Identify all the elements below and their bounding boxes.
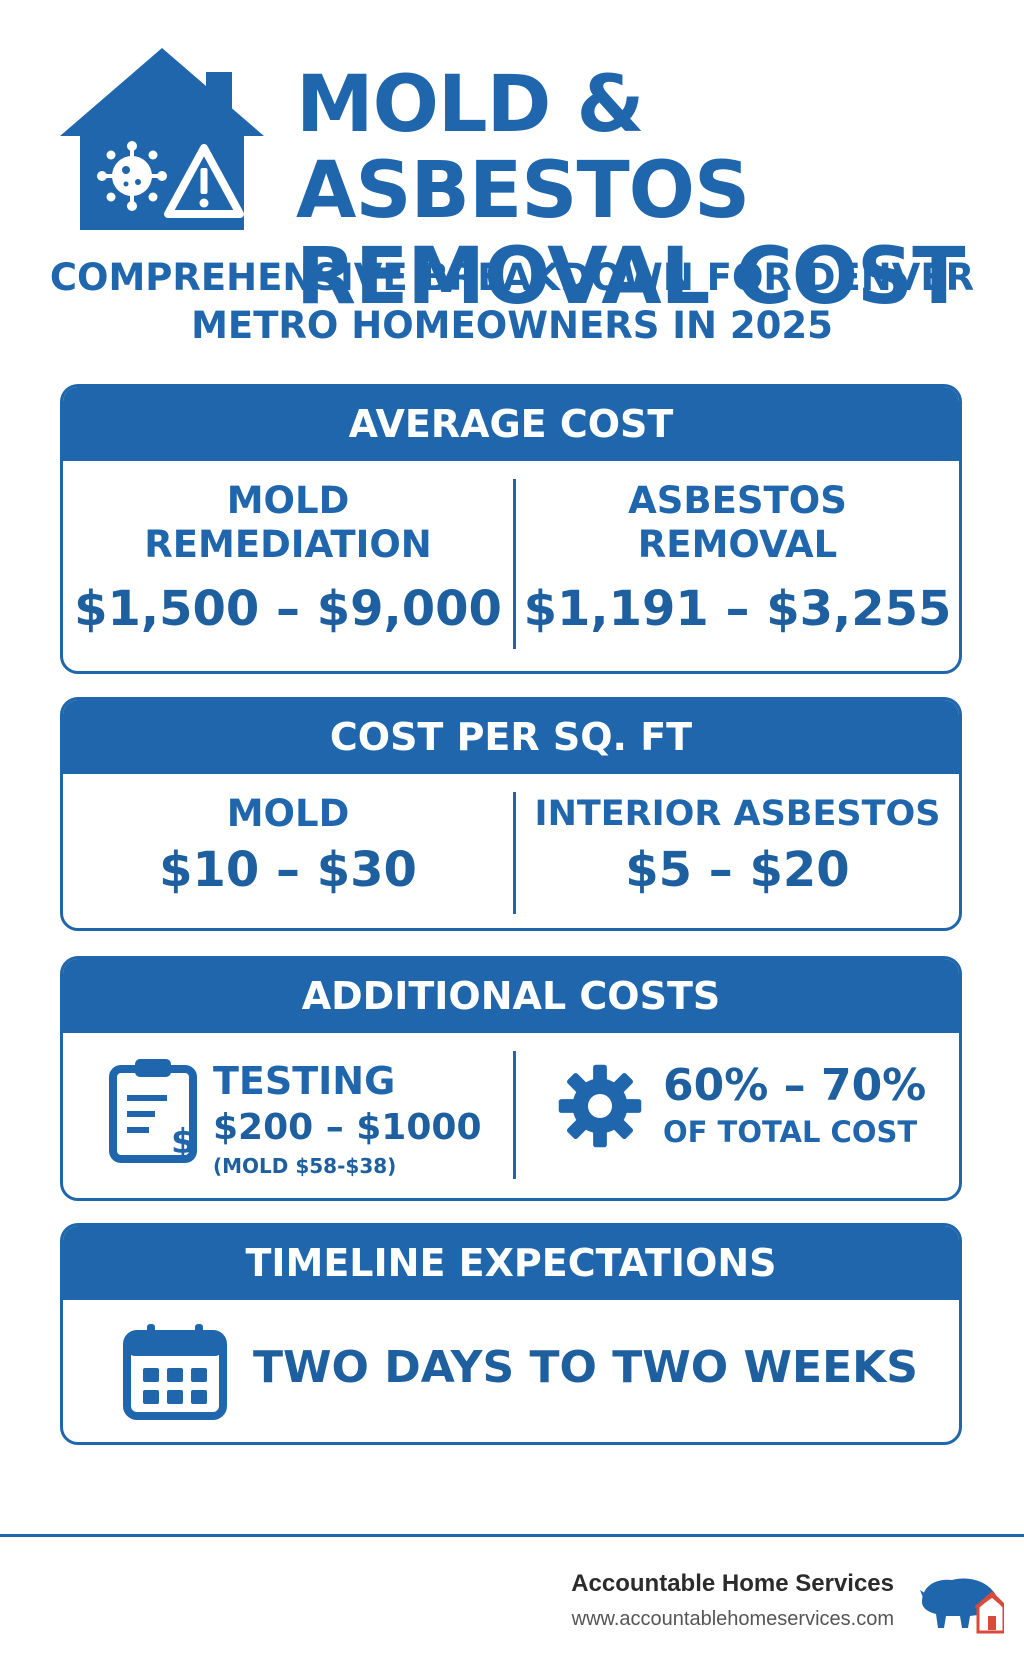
additional-costs-heading: ADDITIONAL COSTS [63, 959, 959, 1033]
mold-sqft-label: MOLD [226, 792, 350, 835]
column-divider [513, 479, 516, 649]
brand-name: Accountable Home Services [571, 1570, 894, 1597]
average-cost-body: MOLD REMEDIATION $1,500 – $9,000 ASBESTO… [63, 461, 959, 671]
cost-per-sqft-body: MOLD $10 – $30 INTERIOR ASBESTOS $5 – $2… [63, 774, 959, 928]
testing-column: TESTING $200 – $1000 (MOLD $58-$38) [213, 1059, 482, 1179]
interior-asbestos-value: $5 – $20 [625, 842, 850, 898]
interior-asbestos-column: INTERIOR ASBESTOS $5 – $20 [516, 792, 959, 898]
house-mold-hazard-icon [60, 48, 264, 230]
mold-remediation-column: MOLD REMEDIATION $1,500 – $9,000 [63, 479, 513, 637]
title-line-1: MOLD & ASBESTOS [296, 60, 750, 236]
page-title: MOLD & ASBESTOS REMOVAL COST [296, 62, 996, 320]
asbestos-removal-label-1: ASBESTOS [628, 479, 847, 522]
column-divider [513, 792, 516, 914]
subtitle-line-2: METRO HOMEOWNERS IN 2025 [191, 304, 833, 347]
average-cost-card: AVERAGE COST MOLD REMEDIATION $1,500 – $… [60, 384, 962, 674]
calendar-icon [123, 1324, 227, 1420]
brand-url[interactable]: www.accountablehomeservices.com [571, 1608, 894, 1630]
mold-remediation-value: $1,500 – $9,000 [74, 581, 502, 637]
mold-remediation-label-2: REMEDIATION [144, 523, 432, 566]
clipboard-dollar-icon: $ [109, 1059, 197, 1163]
timeline-card: TIMELINE EXPECTATIONS TWO DAYS TO TWO WE… [60, 1223, 962, 1445]
subtitle-line-1: COMPREHENSIVE BREAKDOWN FOR DENVER [49, 256, 975, 299]
cost-per-sqft-heading: COST PER SQ. FT [63, 700, 959, 774]
mold-sqft-column: MOLD $10 – $30 [63, 792, 513, 898]
mold-sqft-value: $10 – $30 [159, 842, 417, 898]
mold-remediation-label-1: MOLD [226, 479, 350, 522]
title-line-2: REMOVAL COST [296, 232, 965, 322]
svg-text:$: $ [171, 1122, 195, 1162]
gear-icon [558, 1064, 642, 1148]
timeline-heading: TIMELINE EXPECTATIONS [63, 1226, 959, 1300]
asbestos-removal-column: ASBESTOS REMOVAL $1,191 – $3,255 [516, 479, 959, 637]
asbestos-removal-label-2: REMOVAL [637, 523, 838, 566]
bison-house-logo [920, 1578, 1004, 1634]
labor-column: 60% – 70% OF TOTAL COST [663, 1059, 926, 1151]
timeline-body: TWO DAYS TO TWO WEEKS [63, 1300, 959, 1442]
interior-asbestos-label: INTERIOR ASBESTOS [534, 794, 941, 834]
additional-costs-body: $ TESTING $200 – $1000 (MOLD $58-$38) 60… [63, 1033, 959, 1198]
testing-value: $200 – $1000 [213, 1107, 482, 1148]
timeline-text: TWO DAYS TO TWO WEEKS [253, 1342, 918, 1393]
column-divider [513, 1051, 516, 1179]
cost-per-sqft-card: COST PER SQ. FT MOLD $10 – $30 INTERIOR … [60, 697, 962, 931]
labor-note: OF TOTAL COST [663, 1115, 918, 1149]
testing-label: TESTING [213, 1059, 396, 1103]
footer-divider [0, 1534, 1024, 1537]
testing-note: (MOLD $58-$38) [213, 1154, 397, 1178]
labor-value: 60% – 70% [663, 1060, 927, 1111]
header: MOLD & ASBESTOS REMOVAL COST COMPREHENSI… [0, 0, 1024, 350]
page-subtitle: COMPREHENSIVE BREAKDOWN FOR DENVER METRO… [40, 254, 984, 350]
average-cost-heading: AVERAGE COST [63, 387, 959, 461]
asbestos-removal-value: $1,191 – $3,255 [523, 581, 952, 637]
additional-costs-card: ADDITIONAL COSTS $ TESTING $200 – $1000 … [60, 956, 962, 1201]
